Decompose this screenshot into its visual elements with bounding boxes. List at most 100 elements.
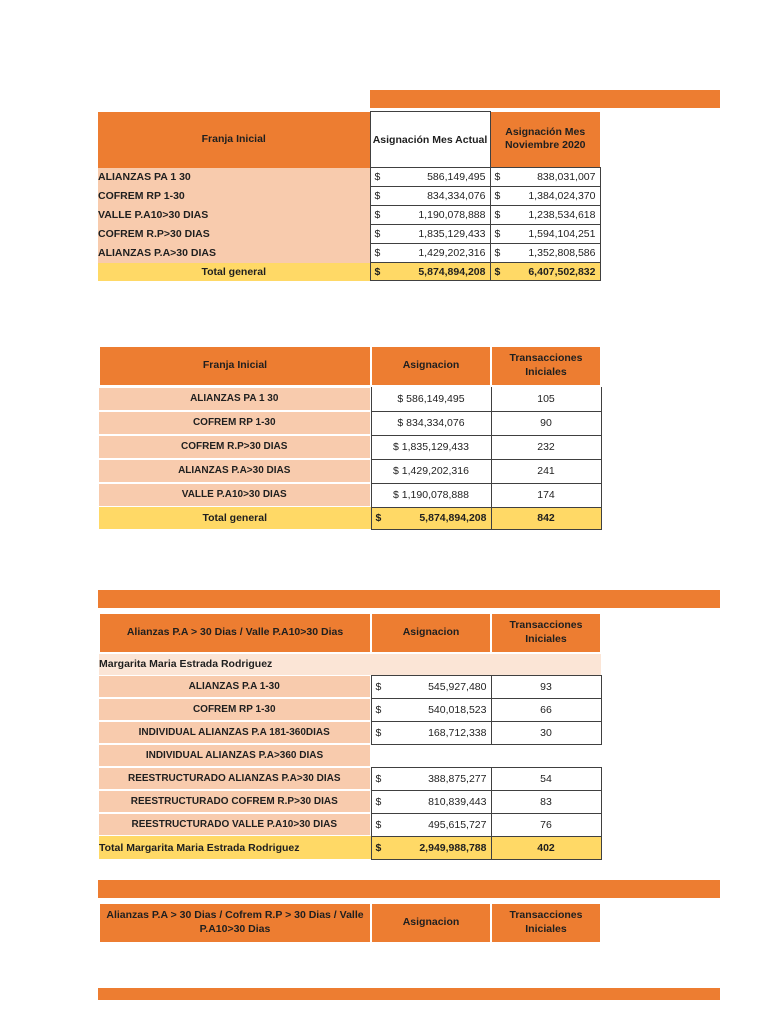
total-transactions-cell: 402 [490, 835, 602, 860]
amount-cell: $ 834,334,076 [370, 410, 492, 436]
table-row: INDIVIDUAL ALIANZAS P.A>360 DIAS [99, 744, 601, 767]
column-header-transacciones: Transacciones Iniciales [490, 612, 602, 654]
advisor-detail-table: Alianzas P.A > 30 Dias / Valle P.A10>30 … [98, 612, 602, 860]
row-label: INDIVIDUAL ALIANZAS P.A>360 DIAS [99, 745, 370, 766]
transactions-cell: 76 [490, 812, 602, 837]
column-header-franja-inicial: Franja Inicial [98, 111, 370, 168]
column-header-franja-inicial: Franja Inicial [98, 345, 372, 387]
column-header-asignacion: Asignacion [370, 345, 492, 387]
amount-value: 168,712,338 [428, 726, 487, 739]
currency-symbol: $ [374, 171, 381, 183]
amount-value: 6,407,502,832 [528, 265, 596, 278]
row-label: REESTRUCTURADO VALLE P.A10>30 DIAS [99, 814, 370, 835]
table-row: COFREM RP 1-30 $ 834,334,076 90 [99, 410, 602, 436]
table-row: VALLE P.A10>30 DIAS $1,190,078,888 $1,23… [98, 205, 601, 225]
currency-symbol: $ [494, 228, 501, 240]
amount-value: 834,334,076 [427, 190, 486, 202]
header-row: Franja Inicial Asignacion Transacciones … [98, 345, 602, 387]
amount-value: 2,949,988,788 [419, 841, 487, 854]
amount-cell: $1,190,078,888 [369, 205, 491, 225]
transactions-table: Franja Inicial Asignacion Transacciones … [98, 345, 602, 530]
total-row: Total general $5,874,894,208 842 [99, 506, 602, 530]
amount-cell: $545,927,480 [370, 674, 492, 699]
group-header-row: Margarita Maria Estrada Rodriguez [99, 653, 601, 675]
currency-symbol: $ [375, 818, 382, 831]
amount-cell-empty [371, 744, 491, 767]
header-row: Franja Inicial Asignación Mes Actual Asi… [98, 111, 600, 168]
column-header-asignacion-mes-actual: Asignación Mes Actual [369, 111, 491, 168]
currency-symbol: $ [374, 265, 381, 278]
transactions-cell-empty [491, 744, 601, 767]
amount-value: 810,839,443 [428, 795, 487, 808]
amount-value: 545,927,480 [428, 680, 487, 693]
currency-symbol: $ [374, 190, 381, 202]
row-label: COFREM RP 1-30 [99, 412, 370, 434]
currency-symbol: $ [494, 190, 501, 202]
advisor-detail-table-2: Alianzas P.A > 30 Dias / Cofrem R.P > 30… [98, 902, 602, 944]
transactions-cell: 174 [490, 482, 602, 508]
amount-cell: $ 1,190,078,888 [370, 482, 492, 508]
amount-value: 1,594,104,251 [528, 228, 596, 240]
row-label: COFREM R.P>30 DIAS [98, 224, 370, 244]
amount-cell: $388,875,277 [370, 766, 492, 791]
row-label: ALIANZAS P.A>30 DIAS [98, 243, 370, 263]
table1-header-band [370, 90, 720, 108]
table4-header-band [98, 880, 720, 898]
row-label: INDIVIDUAL ALIANZAS P.A 181-360DIAS [99, 722, 370, 743]
amount-cell: $1,238,534,618 [489, 205, 601, 225]
currency-symbol: $ [494, 209, 501, 221]
total-label: Total general [98, 262, 370, 281]
amount-cell: $495,615,727 [370, 812, 492, 837]
transactions-cell: 66 [490, 697, 602, 722]
currency-symbol: $ [375, 512, 382, 524]
header-row: Alianzas P.A > 30 Dias / Valle P.A10>30 … [98, 612, 602, 654]
table-row: ALIANZAS PA 1 30 $ 586,149,495 105 [99, 385, 602, 412]
amount-cell: $834,334,076 [369, 186, 491, 206]
amount-cell: $ 1,835,129,433 [370, 434, 492, 460]
table-row: ALIANZAS PA 1 30 $586,149,495 $838,031,0… [98, 167, 601, 187]
currency-symbol: $ [375, 703, 382, 716]
table-row: INDIVIDUAL ALIANZAS P.A 181-360DIAS $168… [99, 720, 602, 745]
table-row: REESTRUCTURADO VALLE P.A10>30 DIAS $495,… [99, 812, 602, 837]
row-label: ALIANZAS P.A 1-30 [99, 676, 370, 697]
transactions-cell: 54 [490, 766, 602, 791]
row-label: COFREM RP 1-30 [98, 186, 370, 206]
row-label: ALIANZAS PA 1 30 [98, 167, 370, 187]
row-label: COFREM RP 1-30 [99, 699, 370, 720]
amount-cell: $168,712,338 [370, 720, 492, 745]
amount-cell: $810,839,443 [370, 789, 492, 814]
column-header-asignacion-mes-noviembre: Asignación Mes Noviembre 2020 [490, 111, 600, 168]
amount-value: 1,429,202,316 [418, 247, 486, 259]
currency-symbol: $ [494, 265, 501, 278]
amount-value: 1,384,024,370 [528, 190, 596, 202]
total-label: Total general [99, 507, 371, 529]
amount-value: 5,874,894,208 [419, 512, 487, 524]
table-row: COFREM R.P>30 DIAS $1,835,129,433 $1,594… [98, 224, 601, 244]
table-row: REESTRUCTURADO ALIANZAS P.A>30 DIAS $388… [99, 766, 602, 791]
row-label: VALLE P.A10>30 DIAS [98, 205, 370, 225]
currency-symbol: $ [375, 726, 382, 739]
currency-symbol: $ [374, 247, 381, 259]
amount-cell: $540,018,523 [370, 697, 492, 722]
total-amount-cell: $5,874,894,208 [369, 262, 491, 281]
table-row: VALLE P.A10>30 DIAS $ 1,190,078,888 174 [99, 482, 602, 508]
column-header-asignacion: Asignacion [370, 612, 492, 654]
table-row: ALIANZAS P.A>30 DIAS $ 1,429,202,316 241 [99, 458, 602, 484]
currency-symbol: $ [374, 209, 381, 221]
row-label: ALIANZAS P.A>30 DIAS [99, 460, 370, 482]
row-label: REESTRUCTURADO COFREM R.P>30 DIAS [99, 791, 370, 812]
column-header-transacciones: Transacciones Iniciales [490, 345, 602, 387]
transactions-cell: 30 [490, 720, 602, 745]
column-header-grupo: Alianzas P.A > 30 Dias / Cofrem R.P > 30… [98, 902, 372, 944]
monthly-assignment-table: Franja Inicial Asignación Mes Actual Asi… [98, 111, 601, 281]
table-row: COFREM RP 1-30 $834,334,076 $1,384,024,3… [98, 186, 601, 206]
amount-value: 5,874,894,208 [418, 265, 486, 278]
amount-cell: $ 586,149,495 [370, 385, 492, 412]
row-label: COFREM R.P>30 DIAS [99, 436, 370, 458]
total-label: Total Margarita Maria Estrada Rodriguez [99, 836, 371, 859]
amount-value: 388,875,277 [428, 772, 487, 785]
amount-cell: $838,031,007 [489, 167, 601, 187]
table-row: REESTRUCTURADO COFREM R.P>30 DIAS $810,8… [99, 789, 602, 814]
header-row: Alianzas P.A > 30 Dias / Cofrem R.P > 30… [98, 902, 602, 944]
